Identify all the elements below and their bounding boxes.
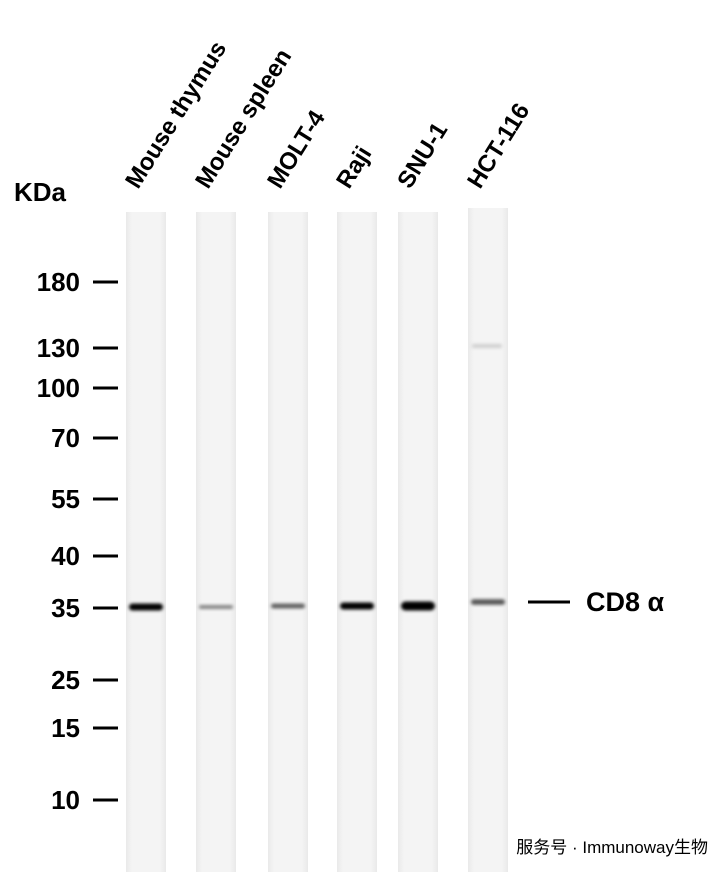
marker-label: 55 <box>51 484 80 514</box>
lane <box>126 212 166 872</box>
band <box>199 605 233 609</box>
lane <box>468 208 508 872</box>
marker-label: 15 <box>51 713 80 743</box>
band <box>340 602 374 610</box>
marker-label: 180 <box>37 267 80 297</box>
lane-label: SNU-1 <box>392 118 453 193</box>
marker-label: 40 <box>51 541 80 571</box>
lane <box>398 212 438 872</box>
band-label: CD8 α <box>586 587 665 617</box>
marker-label: 100 <box>37 373 80 403</box>
lane <box>268 212 308 872</box>
marker-label: 25 <box>51 665 80 695</box>
band <box>471 599 505 605</box>
band <box>401 601 435 611</box>
faint-band <box>472 344 502 348</box>
lane-label: HCT-116 <box>462 99 535 194</box>
marker-label: 10 <box>51 785 80 815</box>
lane <box>337 212 377 872</box>
marker-label: 130 <box>37 333 80 363</box>
lane <box>196 212 236 872</box>
band <box>271 603 305 609</box>
marker-label: 70 <box>51 423 80 453</box>
lane-label: Raji <box>331 142 377 194</box>
marker-label: 35 <box>51 593 80 623</box>
lane-label: MOLT-4 <box>262 105 331 193</box>
watermark: 服务号 · Immunoway生物 <box>516 838 708 857</box>
band <box>129 603 163 611</box>
kda-label: KDa <box>14 177 67 207</box>
